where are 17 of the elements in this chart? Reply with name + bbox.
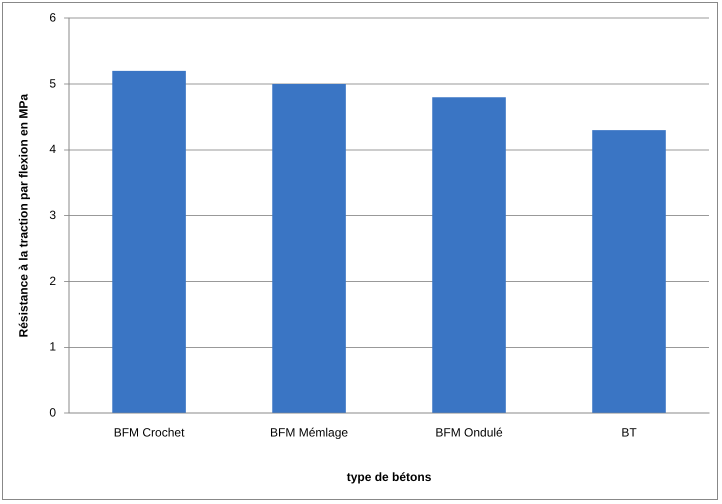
x-axis-title: type de bétons (346, 470, 432, 484)
x-tick-label: BFM Crochet (114, 426, 186, 440)
bar (432, 97, 506, 413)
y-axis-title: Résistance à la traction par flexion en MPa (16, 94, 31, 338)
x-tick-label: BFM Ondulé (435, 426, 504, 440)
x-tick-label: BFM Mémlage (270, 426, 348, 440)
y-tick-label: 0 (49, 406, 56, 420)
bar (272, 84, 346, 413)
y-tick-label: 3 (49, 208, 56, 222)
y-tick-label: 4 (49, 142, 56, 156)
y-tick-label: 6 (49, 10, 56, 25)
bar (592, 130, 666, 413)
y-tick-label: 5 (49, 76, 56, 90)
y-tick-label: 2 (49, 274, 56, 288)
y-tick-label: 1 (49, 340, 56, 354)
bar (112, 70, 186, 413)
x-tick-label: BT (621, 426, 638, 440)
